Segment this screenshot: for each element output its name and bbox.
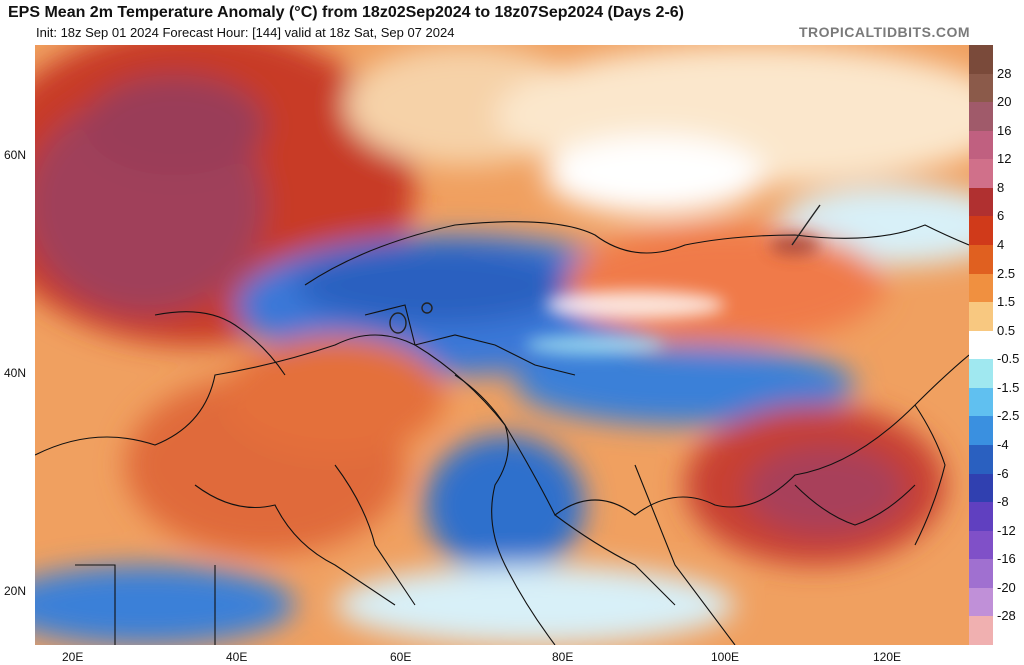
anomaly-map — [35, 45, 969, 645]
colorbar-label: 2.5 — [997, 265, 1016, 281]
colorbar-swatch — [969, 330, 993, 360]
lon-label-120e: 120E — [873, 650, 902, 664]
lat-label-20n: 20N — [4, 584, 27, 598]
lakes — [389, 204, 821, 334]
colorbar-label: -6 — [997, 465, 1009, 481]
colorbar-swatch — [969, 387, 993, 417]
colorbar-swatch — [969, 587, 993, 617]
colorbar-swatch — [969, 45, 993, 75]
lon-label-20e: 20E — [62, 650, 84, 664]
lon-label-80e: 80E — [552, 650, 574, 664]
colorbar-swatch — [969, 273, 993, 303]
colorbar-label: -4 — [997, 437, 1009, 452]
map-title: EPS Mean 2m Temperature Anomaly (°C) fro… — [8, 4, 685, 21]
colorbar-swatch — [969, 359, 993, 389]
colorbar-label: 6 — [997, 208, 1005, 224]
colorbar-label: 8 — [997, 179, 1005, 195]
colorbar-label: 0.5 — [997, 322, 1016, 338]
colorbar-label: -1.5 — [997, 379, 1020, 395]
lat-label-60n: 60N — [4, 148, 27, 162]
colorbar-swatch — [969, 130, 993, 160]
colorbar-swatch — [969, 416, 993, 446]
colorbar-swatch — [969, 502, 993, 532]
colorbar-label: -20 — [997, 579, 1016, 595]
lat-label-40n: 40N — [4, 366, 27, 380]
colorbar-label: -0.5 — [997, 351, 1020, 367]
colorbar-swatch — [969, 473, 993, 503]
colorbar-swatch — [969, 445, 993, 475]
colorbar-label: 4 — [997, 237, 1005, 252]
colorbar-swatch — [969, 530, 993, 560]
colorbar-label: 12 — [997, 151, 1012, 167]
colorbar-swatch — [969, 559, 993, 589]
lon-label-100e: 100E — [711, 650, 740, 664]
colorbar-label: -12 — [997, 522, 1016, 538]
colorbar-label: 16 — [997, 122, 1012, 138]
colorbar-swatch — [969, 216, 993, 246]
lon-label-60e: 60E — [390, 650, 412, 664]
colorbar-swatch — [969, 73, 993, 103]
colorbar-swatch — [969, 159, 993, 189]
colorbar-label: -8 — [997, 494, 1009, 510]
colorbar — [969, 45, 993, 646]
country-borders — [35, 221, 969, 645]
colorbar-swatch — [969, 187, 993, 217]
colorbar-label: -28 — [997, 608, 1016, 624]
colorbar-swatch — [969, 302, 993, 332]
colorbar-label: 1.5 — [997, 294, 1016, 310]
colorbar-label: 20 — [997, 94, 1012, 110]
colorbar-label: -2.5 — [997, 408, 1020, 424]
colorbar-label: -16 — [997, 551, 1016, 567]
colorbar-swatch — [969, 616, 993, 646]
colorbar-swatch — [969, 245, 993, 275]
colorbar-swatch — [969, 102, 993, 132]
colorbar-label: 28 — [997, 65, 1012, 81]
source-credit: TROPICALTIDBITS.COM — [798, 24, 970, 40]
map-subtitle: Init: 18z Sep 01 2024 Forecast Hour: [14… — [36, 25, 455, 40]
lon-label-40e: 40E — [226, 650, 248, 664]
